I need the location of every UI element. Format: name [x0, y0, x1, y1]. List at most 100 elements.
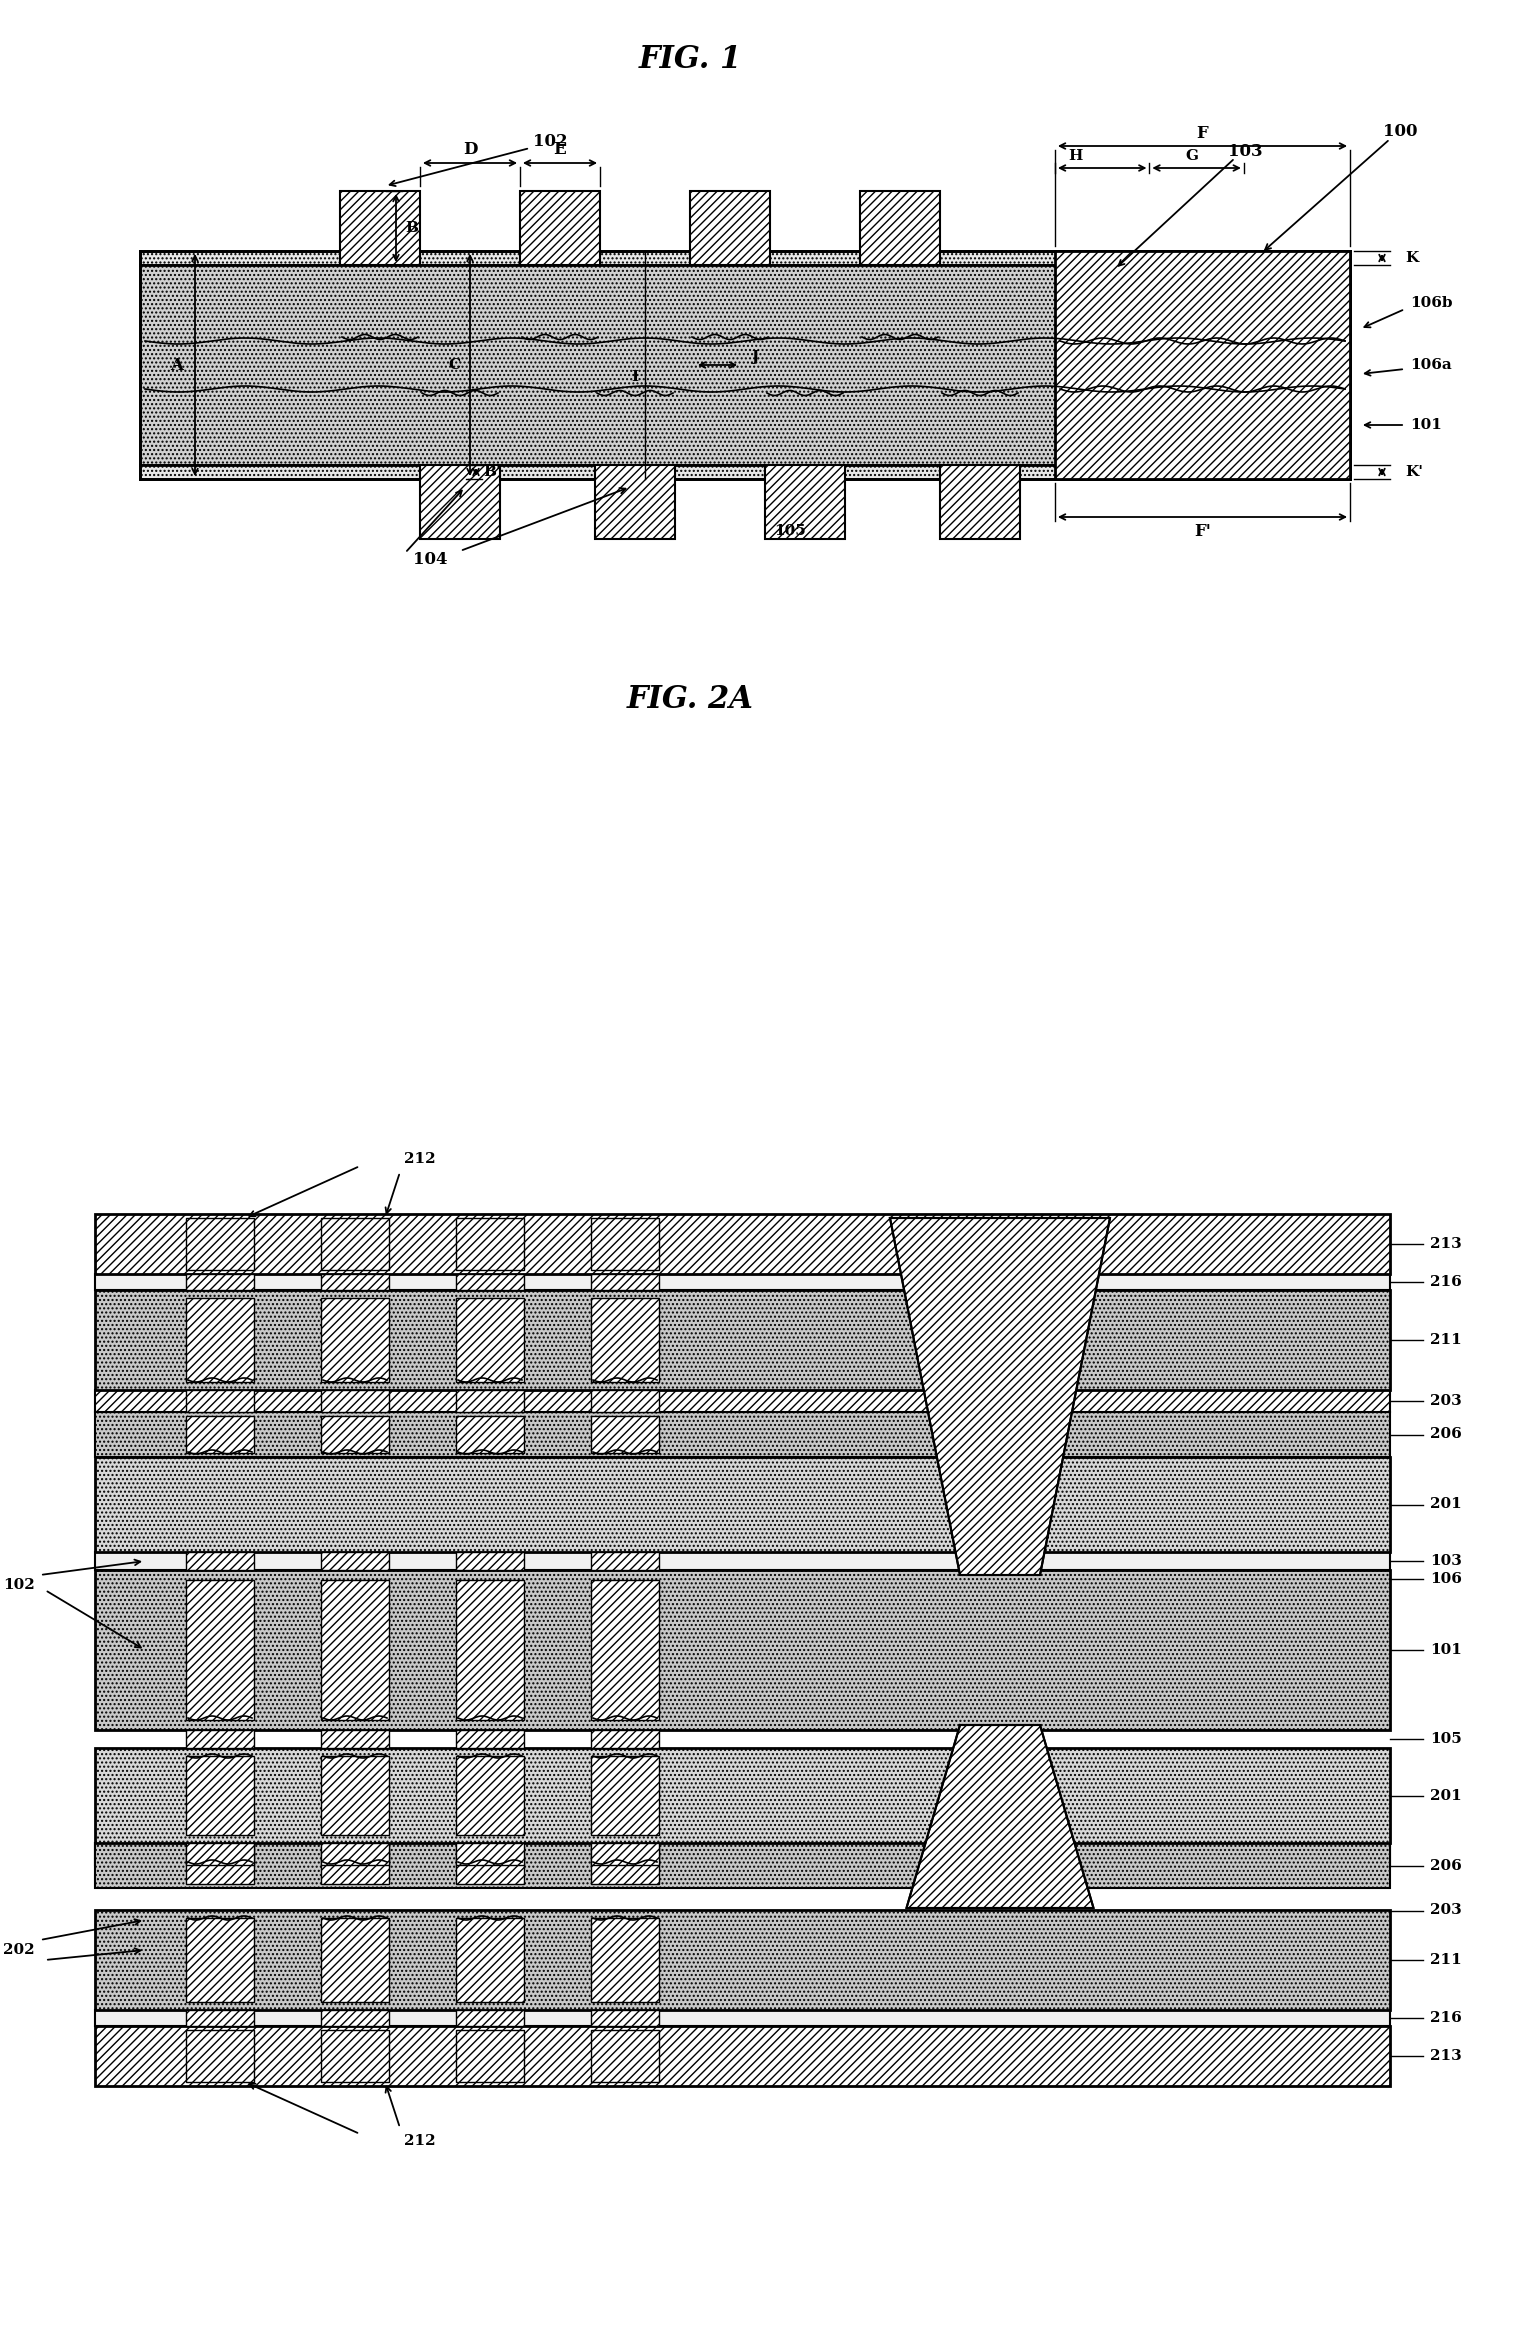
Bar — [455, 1757, 524, 1836]
Bar — [185, 1416, 254, 1453]
Bar — [455, 1217, 524, 1271]
Bar — [185, 2030, 254, 2081]
Bar — [520, 192, 599, 264]
Bar — [185, 1551, 254, 1570]
Text: 203: 203 — [1430, 1904, 1462, 1918]
Bar — [592, 1843, 659, 1864]
Bar — [95, 1843, 1390, 1864]
Bar — [592, 1731, 659, 1747]
Bar — [95, 1911, 1390, 2009]
Text: 212: 212 — [405, 2135, 435, 2149]
Bar — [420, 465, 500, 540]
Text: 206: 206 — [1430, 1859, 1462, 1873]
Bar — [592, 1273, 659, 1289]
Text: 105: 105 — [774, 523, 806, 537]
Text: F: F — [1197, 124, 1208, 142]
Bar — [455, 1273, 524, 1289]
Text: 102: 102 — [3, 1579, 35, 1593]
Bar — [455, 1551, 524, 1570]
Text: 202: 202 — [3, 1944, 35, 1958]
Bar — [455, 1848, 524, 1885]
Bar — [455, 2030, 524, 2081]
Bar — [592, 2030, 659, 2081]
Bar — [455, 1843, 524, 1864]
Text: 104: 104 — [412, 551, 448, 568]
Bar — [690, 192, 770, 264]
Bar — [320, 1390, 389, 1411]
Text: 101: 101 — [1410, 418, 1443, 432]
Bar — [140, 465, 1351, 479]
Bar — [592, 1757, 659, 1836]
Bar — [340, 192, 420, 264]
Text: A: A — [170, 357, 184, 374]
Text: 103: 103 — [1228, 142, 1262, 159]
Text: 103: 103 — [1430, 1553, 1462, 1567]
Text: B: B — [406, 222, 419, 236]
Bar — [185, 1273, 254, 1289]
Bar — [185, 1390, 254, 1411]
Bar — [185, 1299, 254, 1383]
Bar — [320, 1731, 389, 1747]
Bar — [185, 1848, 254, 1885]
Text: 212: 212 — [405, 1152, 435, 1166]
Text: 105: 105 — [1430, 1731, 1462, 1745]
Text: B': B' — [483, 465, 501, 479]
Bar — [592, 1551, 659, 1570]
Text: 213: 213 — [1430, 2049, 1462, 2063]
Text: 216: 216 — [1430, 1275, 1462, 1289]
Bar — [592, 1579, 659, 1719]
Bar — [95, 2025, 1390, 2086]
Text: FIG. 2A: FIG. 2A — [627, 684, 753, 715]
Bar — [185, 2009, 254, 2025]
Bar — [1055, 250, 1351, 479]
Bar — [140, 264, 1351, 465]
Text: 211: 211 — [1430, 1953, 1462, 1967]
Bar — [95, 1273, 1390, 1289]
Text: K': K' — [1406, 465, 1423, 479]
Text: H: H — [1069, 150, 1082, 164]
Text: FIG. 1: FIG. 1 — [638, 44, 742, 75]
Bar — [860, 192, 940, 264]
Text: 213: 213 — [1430, 1238, 1462, 1252]
Bar — [185, 1757, 254, 1836]
Bar — [320, 1299, 389, 1383]
Text: 216: 216 — [1430, 2011, 1462, 2025]
Text: C: C — [448, 357, 460, 371]
Text: E: E — [553, 142, 566, 159]
Bar — [320, 1918, 389, 2002]
Bar — [320, 1757, 389, 1836]
Bar — [320, 1579, 389, 1719]
Bar — [95, 1411, 1390, 1458]
Text: 206: 206 — [1430, 1427, 1462, 1441]
Bar — [320, 1217, 389, 1271]
Text: 102: 102 — [532, 133, 567, 150]
Bar — [592, 1848, 659, 1885]
Bar — [592, 1918, 659, 2002]
Bar — [95, 1843, 1390, 1887]
Bar — [95, 1289, 1390, 1390]
Bar — [592, 1390, 659, 1411]
Text: K: K — [1406, 250, 1418, 264]
Bar — [95, 1390, 1390, 1411]
Text: F': F' — [1194, 523, 1211, 540]
Bar — [765, 465, 845, 540]
Bar — [320, 1848, 389, 1885]
Text: 106b: 106b — [1410, 297, 1452, 311]
Bar — [592, 1217, 659, 1271]
Text: 211: 211 — [1430, 1334, 1462, 1348]
Text: J: J — [751, 350, 759, 364]
Bar — [185, 1217, 254, 1271]
Bar — [455, 2009, 524, 2025]
Bar — [320, 2009, 389, 2025]
Bar — [592, 1416, 659, 1453]
Bar — [185, 1918, 254, 2002]
Bar — [185, 1843, 254, 1864]
Bar — [595, 465, 675, 540]
Bar — [455, 1416, 524, 1453]
Bar — [320, 1551, 389, 1570]
Bar — [185, 1731, 254, 1747]
Text: 106a: 106a — [1410, 357, 1452, 371]
Text: I: I — [632, 369, 639, 383]
Text: 203: 203 — [1430, 1395, 1462, 1409]
Bar — [592, 1299, 659, 1383]
